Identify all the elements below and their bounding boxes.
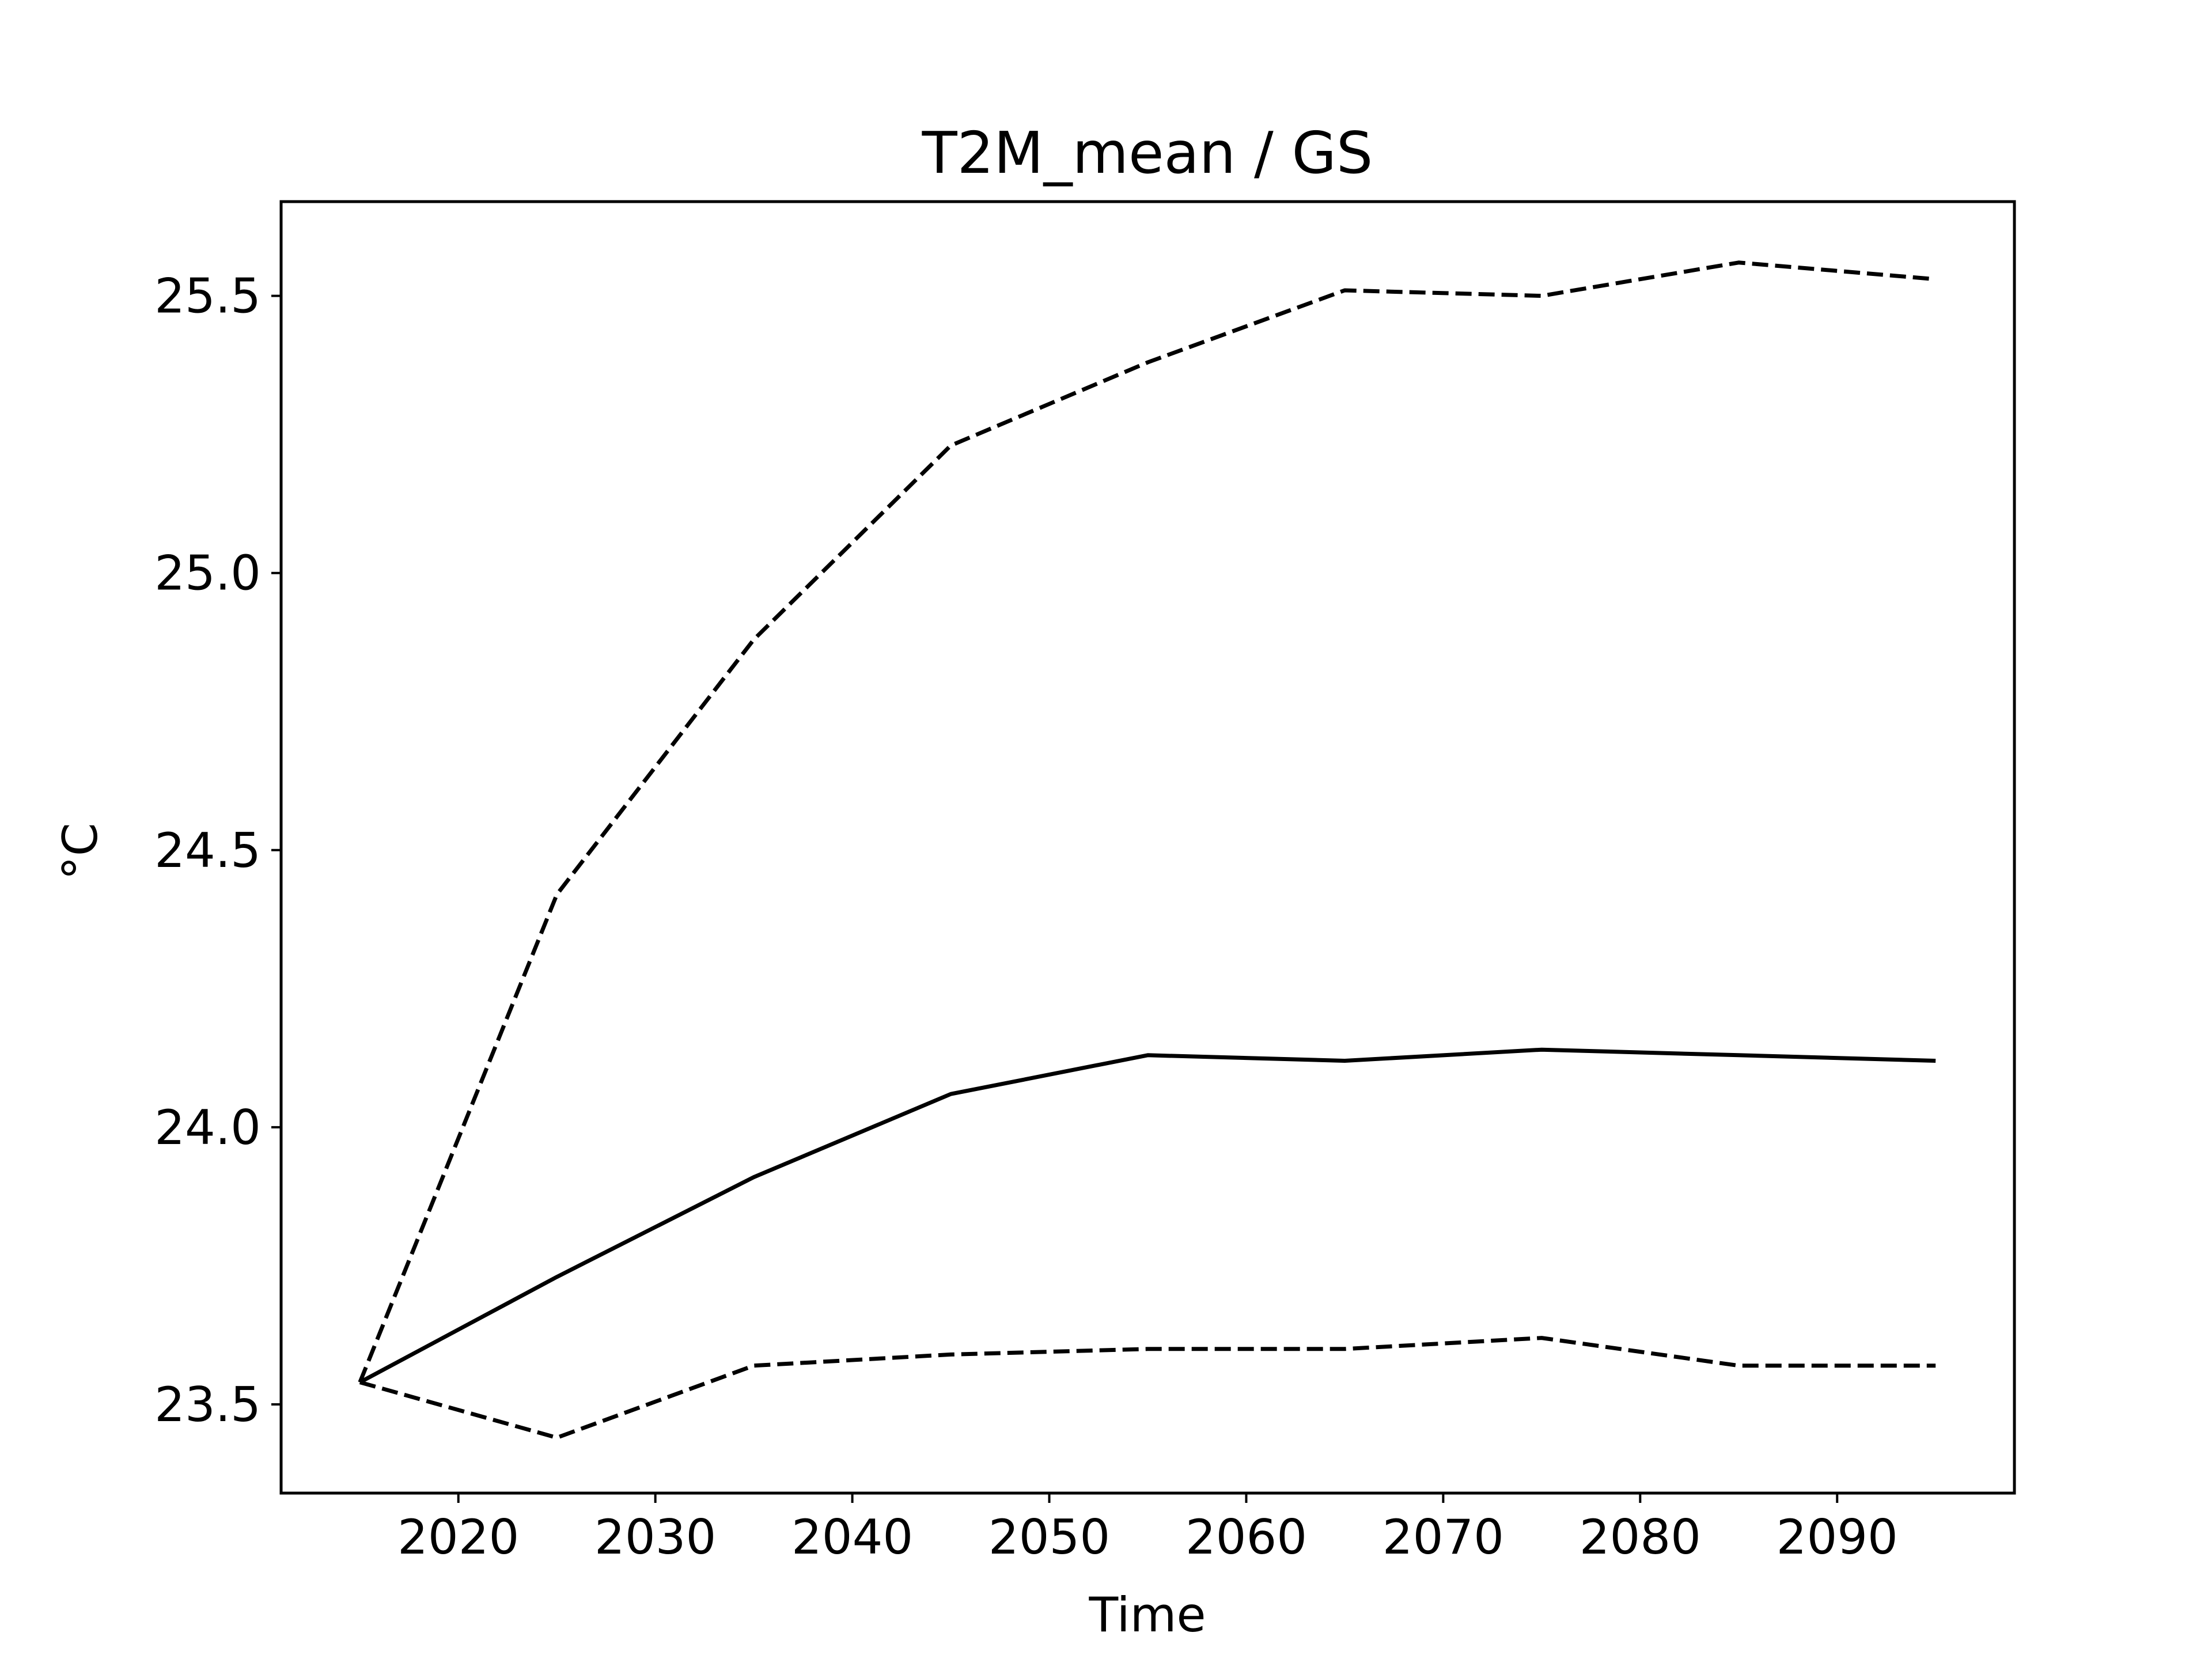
x-tick-label: 2090 [1777,1509,1898,1565]
series-line-3-dashed [359,1336,1936,1440]
x-tick-label: 2070 [1382,1509,1504,1565]
plot-frame [279,200,2016,1495]
chart-title: T2M_mean / GS [922,119,1373,187]
x-tick-label: 2030 [594,1509,716,1565]
x-tick-label: 2020 [397,1509,519,1565]
x-tick-label: 2040 [791,1509,913,1565]
x-tick-label: 2080 [1580,1509,1701,1565]
y-tick-label: 25.0 [154,546,261,601]
y-tick-label: 24.5 [154,823,261,878]
y-axis-ticks: 23.5 24.0 24.5 25.0 25.5 [154,268,281,1433]
x-axis-ticks: 2020 2030 2040 2050 2060 2070 2080 2090 [397,1493,1898,1565]
x-tick-label: 2050 [988,1509,1110,1565]
series-line-1-solid [359,1047,1936,1384]
y-tick-label: 23.5 [154,1377,261,1433]
series-line-2-dashed [358,260,1936,1383]
y-axis-label: °C [52,823,108,880]
y-tick-label: 24.0 [154,1100,261,1156]
y-tick-label: 25.5 [154,268,261,324]
x-tick-label: 2060 [1185,1509,1307,1565]
series-layer [358,260,1936,1440]
x-axis-label: Time [1088,1587,1206,1643]
